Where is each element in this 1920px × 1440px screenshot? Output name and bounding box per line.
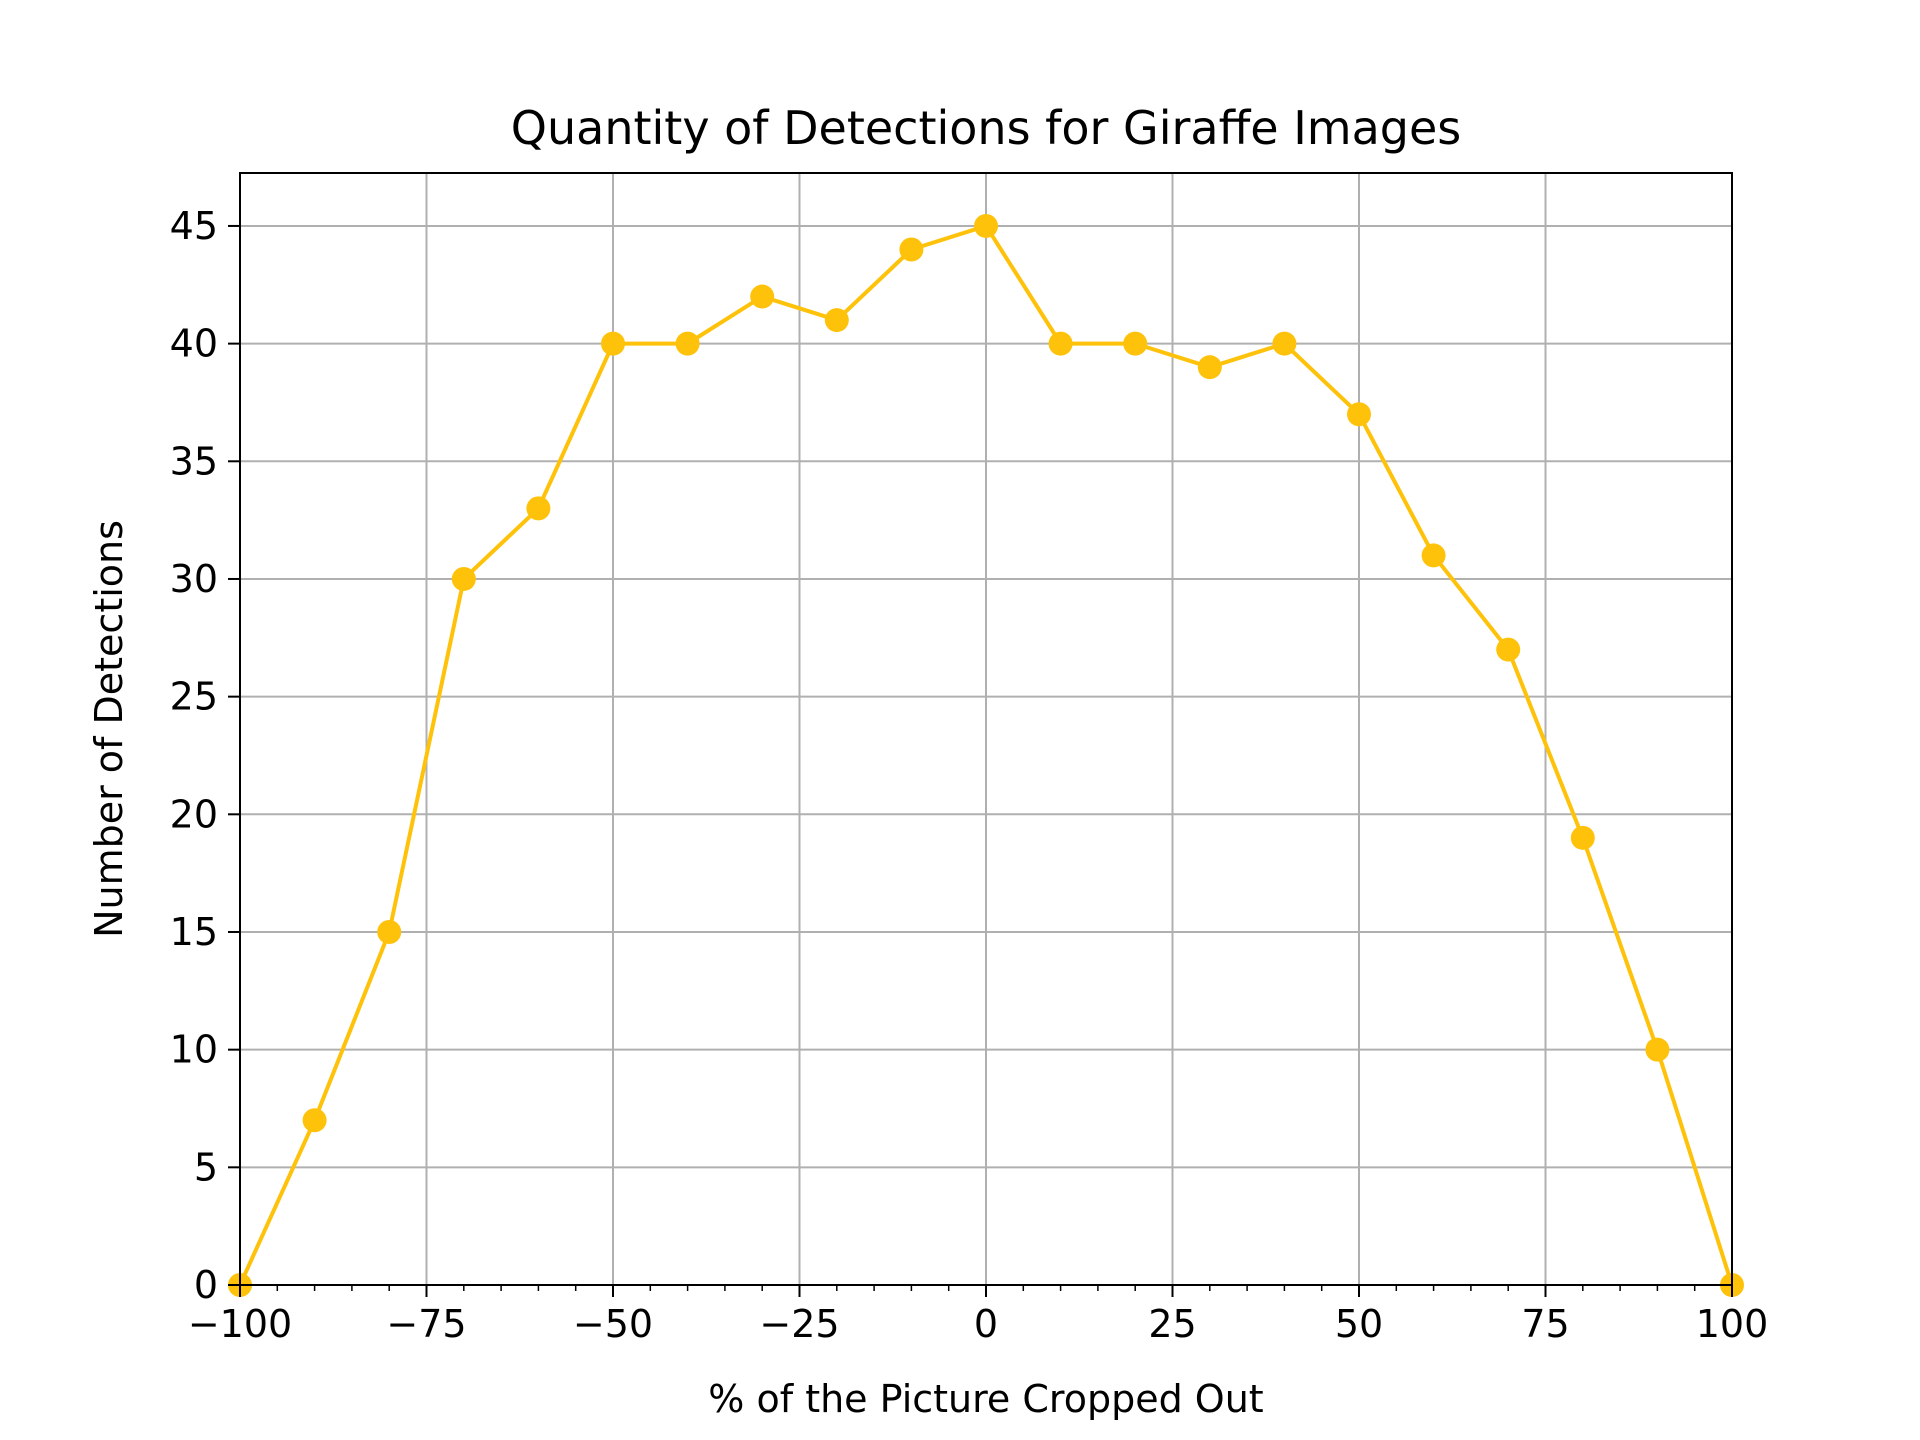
x-tick-label: 100 [1696, 1302, 1769, 1346]
axis-ticks: −100 −75 −50 −25 0 25 50 75 100 0 5 10 15 20 25 30 35 40 4… [170, 204, 1769, 1346]
data-point [675, 331, 700, 356]
x-tick-label: −50 [573, 1302, 653, 1346]
x-tick-label: 75 [1521, 1302, 1569, 1346]
y-tick-label: 40 [170, 322, 218, 366]
x-tick-label: −100 [188, 1302, 292, 1346]
series-layer [228, 213, 1744, 1297]
y-tick-label: 10 [170, 1028, 218, 1072]
x-axis-label: % of the Picture Cropped Out [708, 1377, 1263, 1421]
y-axis-label: Number of Detections [87, 520, 131, 938]
x-tick-label: −25 [759, 1302, 839, 1346]
x-tick-label: −75 [386, 1302, 466, 1346]
data-point [1645, 1037, 1670, 1062]
data-point [451, 566, 476, 591]
x-tick-label: 25 [1148, 1302, 1196, 1346]
x-tick-label: 0 [974, 1302, 998, 1346]
data-point [1048, 331, 1073, 356]
data-point [1123, 331, 1148, 356]
y-tick-label: 0 [194, 1263, 218, 1307]
chart-title: Quantity of Detections for Giraffe Image… [511, 101, 1461, 155]
y-tick-label: 30 [170, 557, 218, 601]
data-point [1421, 543, 1446, 568]
x-tick-label: 50 [1335, 1302, 1383, 1346]
data-point [601, 331, 625, 356]
y-tick-label: 20 [170, 792, 218, 836]
data-point [750, 284, 775, 309]
y-tick-label: 15 [170, 910, 218, 954]
data-point [824, 308, 849, 333]
y-tick-label: 45 [170, 204, 218, 248]
data-point [1272, 331, 1297, 356]
data-point [377, 919, 402, 944]
data-point [899, 237, 924, 262]
y-tick-label: 35 [170, 439, 218, 483]
data-point [1197, 355, 1222, 380]
data-point [1570, 825, 1595, 850]
data-point [302, 1108, 327, 1133]
grid-lines [239, 173, 1733, 1286]
data-point [526, 496, 551, 521]
y-tick-label: 5 [194, 1145, 218, 1189]
y-tick-label: 25 [170, 675, 218, 719]
data-point [974, 213, 998, 238]
data-point [1496, 637, 1521, 662]
data-point [1347, 402, 1371, 427]
